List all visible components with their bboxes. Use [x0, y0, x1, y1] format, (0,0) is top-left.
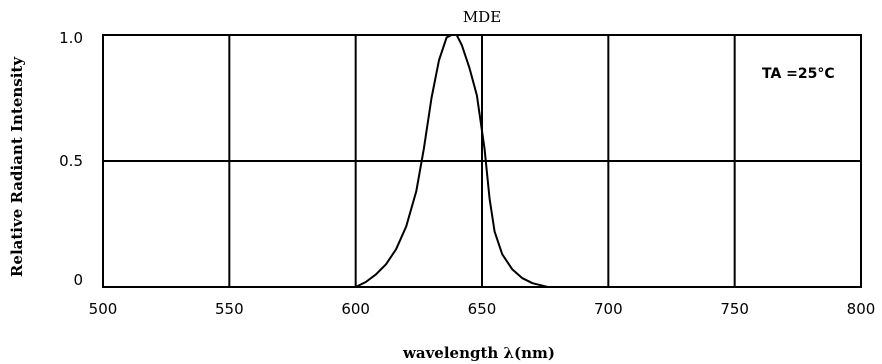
tick-layer: 500 550 600 650 700 750 800 0 0.5 1.0 [59, 29, 875, 318]
x-tick-label: 650 [468, 300, 497, 318]
series-layer [355, 34, 548, 288]
x-tick-label: 800 [847, 300, 876, 318]
y-tick-label: 1.0 [59, 29, 83, 47]
x-tick-label: 600 [341, 300, 370, 318]
x-tick-label: 550 [215, 300, 244, 318]
x-axis-label: wavelength λ(nm) [402, 344, 555, 362]
x-tick-label: 500 [89, 300, 118, 318]
chart-title: MDE [463, 8, 501, 26]
y-axis-label: Relative Radiant Intensity [8, 56, 26, 277]
x-tick-label: 700 [594, 300, 623, 318]
plot-frame [102, 34, 862, 288]
x-tick-label: 750 [720, 300, 749, 318]
y-tick-label: 0.5 [59, 152, 83, 170]
series-line [355, 34, 548, 288]
y-tick-label: 0 [73, 271, 83, 289]
grid-layer [103, 35, 861, 287]
temperature-annotation: TA =25°C [762, 66, 835, 82]
